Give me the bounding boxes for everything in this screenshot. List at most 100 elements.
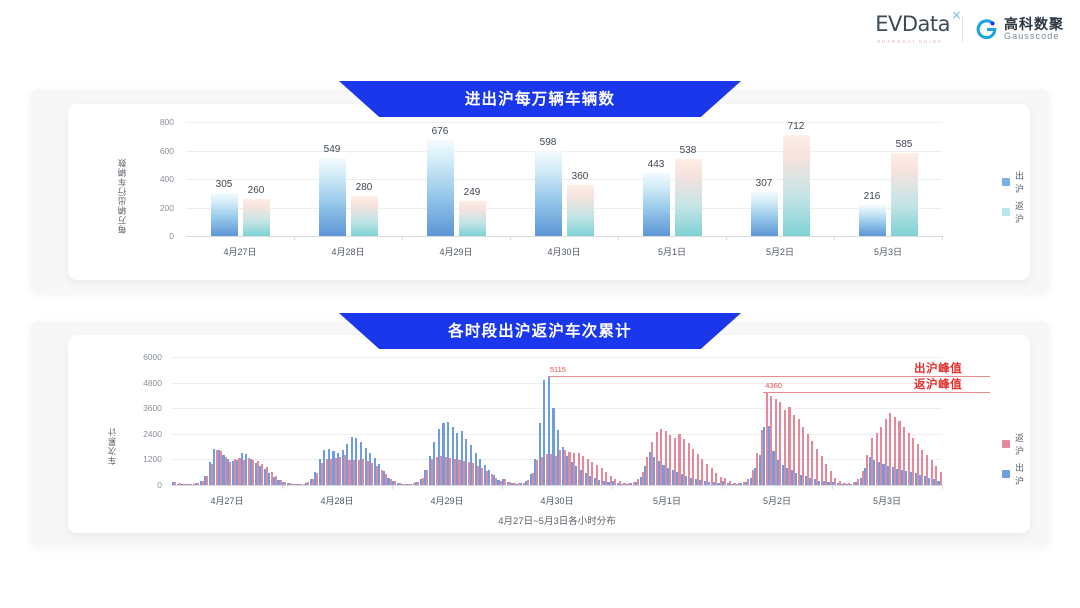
chart2-bar-out [401, 483, 404, 485]
chart2-bar-out [373, 457, 376, 485]
brand-divider [962, 16, 963, 42]
chart2-bar-back [508, 481, 511, 485]
chart2-plot: 车次累计 0 1200 2400 3600 4800 6000 4月27日 4月28日 4月29日… [68, 335, 1030, 533]
chart2-bar-out [634, 481, 638, 485]
chart2-bar-back [444, 457, 447, 485]
chart2-bar-back [770, 395, 773, 485]
chart2-bar-back [389, 479, 392, 485]
chart1-legend-item[interactable]: 返沪 [1002, 199, 1030, 225]
chart2-bar-back [485, 471, 489, 485]
chart1-title-banner: 进出沪每万辆车辆数 [339, 81, 741, 117]
chart2-peak-label: 出沪峰值 [914, 362, 963, 375]
chart2-bar-back [889, 412, 892, 485]
chart2-bar-out [680, 474, 683, 485]
chart2-bar-back [288, 483, 291, 485]
chart2-bar-back [403, 483, 406, 485]
chart2-bar-back [852, 482, 855, 485]
chart2-bar-back [728, 480, 731, 485]
chart1-x-tickmark [726, 236, 727, 240]
chart2-bar-back [912, 438, 915, 485]
chart2-bar-back [206, 476, 209, 485]
chart2-bar-out [584, 473, 587, 485]
chart2-bar-out [703, 480, 706, 485]
chart2-bar-back [238, 457, 241, 485]
chart2-bar-out [272, 476, 275, 485]
chart2-bar-back [930, 460, 933, 485]
chart2-bar-back [696, 454, 699, 485]
chart2-bar-back [229, 461, 232, 485]
chart2-bar-out [469, 445, 473, 485]
chart2-bar-back [256, 460, 259, 485]
chart2-bar-out [515, 483, 518, 485]
chart2-bar-out [176, 483, 179, 485]
chart2-bar-back [536, 459, 539, 485]
chart1-x-tick-label: 5月3日 [873, 247, 903, 257]
chart2-bar-back [472, 463, 475, 485]
chart2-bar-out [414, 482, 418, 485]
chart2-bar-back [435, 457, 438, 485]
chart2-bar-back [637, 479, 640, 485]
chart2-peak-value: 5115 [549, 364, 566, 374]
chart2-bar-back [540, 457, 544, 485]
chart2-bar-out [781, 464, 784, 485]
chart2-bar-back [641, 471, 644, 485]
chart2-title-banner: 各时段出沪返沪车次累计 [339, 313, 741, 349]
chart2-bar-back [220, 451, 223, 485]
chart2-bar-out [552, 408, 555, 485]
chart2-bar-out [845, 483, 848, 485]
chart1-bar-value-label: 260 [247, 184, 265, 196]
chart2-bar-back [178, 483, 181, 485]
chart2-bar-back [779, 401, 782, 485]
chart2-bar-back [802, 426, 805, 485]
chart2-bar-out [786, 467, 789, 485]
chart2-bar-out [827, 482, 830, 485]
chart2-bar-out [185, 484, 188, 485]
chart2-legend-item[interactable]: 返沪 [1002, 431, 1030, 457]
chart2-bar-out [882, 464, 885, 485]
chart2-bar-out [561, 446, 564, 485]
chart2-bar-out [667, 467, 670, 485]
chart2-bar-out [318, 459, 321, 485]
chart2-bar-out [309, 479, 312, 485]
chart2-bar-back [284, 481, 287, 485]
chart2-bar-back [783, 409, 786, 485]
chart1-bar-value-label: 585 [895, 138, 913, 150]
chart2-bar-out [382, 471, 385, 485]
chart2-bar-back [573, 453, 576, 485]
chart2-bar-out [648, 452, 651, 485]
chart2-bar-back [417, 482, 420, 485]
chart2-bar-back [426, 470, 429, 485]
chart2-bar-out [277, 480, 280, 485]
chart1-plot: 每万辆出行车辆数 0 200 400 600 800 4月27日 305 260 4月28日 549… [68, 104, 1030, 280]
chart2-legend-label: 返沪 [1015, 433, 1025, 456]
chart1-x-tick-label: 5月1日 [657, 247, 687, 257]
chart2-bar-out [809, 477, 812, 485]
chart2-bar-back [733, 482, 736, 485]
chart2-bar-back [935, 465, 938, 485]
chart2-bar-back [843, 482, 846, 485]
chart2-bar-back [293, 483, 296, 485]
chart1-legend-item[interactable]: 出沪 [1002, 169, 1030, 195]
gausscode-en-name: Gausscode [1004, 30, 1060, 41]
chart2-bar-out [909, 472, 913, 485]
chart2-legend-item[interactable]: 出沪 [1002, 461, 1030, 487]
chart2-bar-out [511, 483, 514, 485]
chart2-bar-out [172, 482, 175, 485]
chart2-bar-back [609, 476, 612, 485]
chart1-bar-back [890, 152, 918, 236]
chart2-y-tick-label: 3600 [143, 403, 162, 414]
chart2-bar-back [495, 477, 498, 485]
chart2-bar-back [453, 458, 456, 485]
chart2-x-tick-label: 5月2日 [762, 496, 792, 506]
chart2-bar-out [708, 481, 711, 485]
chart2-bar-out [914, 473, 917, 485]
chart1-bar-out [750, 192, 778, 236]
chart2-bar-out [213, 448, 216, 485]
evdata-tagline: SHANGHAI CHINA [877, 39, 943, 44]
chart2-bar-back [385, 474, 388, 485]
chart2-bar-out [657, 461, 660, 485]
chart2-bar-back [719, 476, 722, 485]
chart2-bar-back [646, 457, 649, 485]
chart2-bar-out [268, 473, 271, 485]
chart2-bar-out [387, 477, 390, 485]
